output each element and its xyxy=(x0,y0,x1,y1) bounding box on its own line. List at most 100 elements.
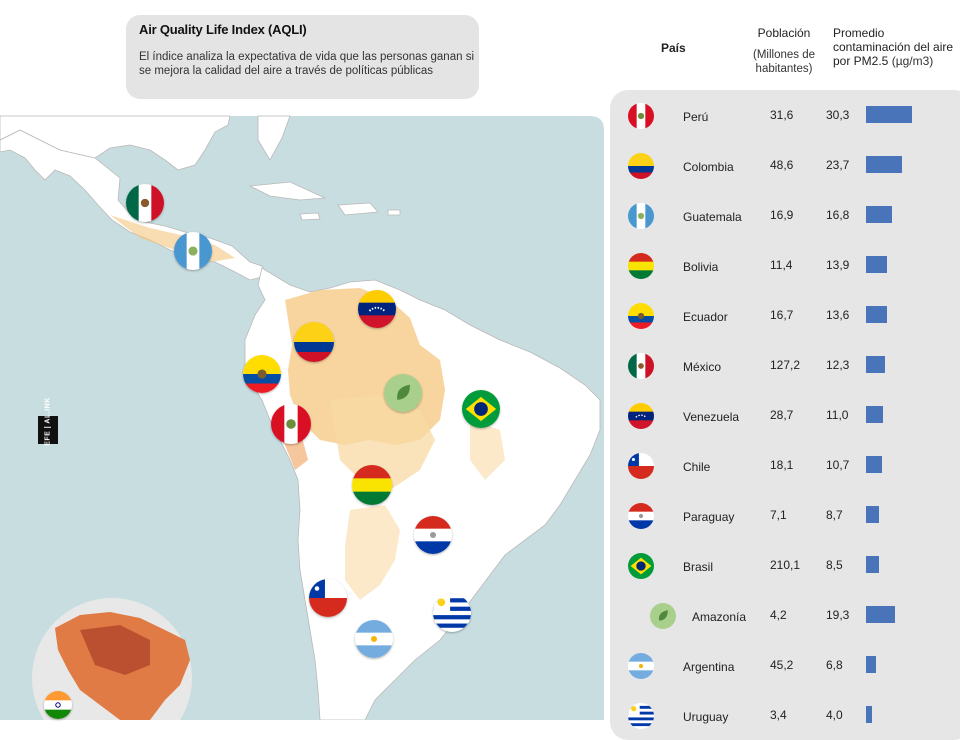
table-row: Brasil 210,1 8,5 xyxy=(610,546,960,586)
table-row: México 127,2 12,3 xyxy=(610,346,960,386)
population-value: 4,2 xyxy=(770,608,787,622)
pm25-value: 8,7 xyxy=(826,508,843,522)
peru-map-flag-icon xyxy=(271,404,311,444)
pm25-bar xyxy=(866,206,892,223)
aqli-info-box: Air Quality Life Index (AQLI) El índice … xyxy=(126,15,479,99)
country-name: Bolivia xyxy=(683,260,719,274)
country-name: Ecuador xyxy=(683,310,728,324)
population-value: 11,4 xyxy=(770,258,793,272)
country-name: Chile xyxy=(683,460,711,474)
pm25-bar xyxy=(866,456,882,473)
venezuela-map-flag-icon xyxy=(358,290,396,328)
bolivia-map-flag-icon xyxy=(352,465,392,505)
guatemala-flag-icon xyxy=(628,203,654,229)
header-population: Población (Millones de habitantes) xyxy=(752,26,816,76)
pollution-center xyxy=(330,395,435,490)
table-row: Uruguay 3,4 4,0 xyxy=(610,696,960,736)
country-name: Paraguay xyxy=(683,510,735,524)
chile-map-flag-icon xyxy=(309,579,347,617)
pm25-value: 12,3 xyxy=(826,358,850,372)
table-row: Ecuador 16,7 13,6 xyxy=(610,296,960,336)
country-name: México xyxy=(683,360,722,374)
pm25-bar xyxy=(866,556,879,573)
pm25-value: 13,6 xyxy=(826,308,850,322)
land-hispaniola xyxy=(337,202,379,216)
header-pm25-title: Promedio contaminación del aire por PM2.… xyxy=(833,26,954,68)
venezuela-flag-icon xyxy=(628,403,654,429)
brasil-map-flag-icon xyxy=(462,390,500,428)
table-row: Amazonía 4,2 19,3 xyxy=(610,596,960,636)
pm25-value: 8,5 xyxy=(826,558,843,572)
ecuador-flag-icon xyxy=(628,303,654,329)
pm25-value: 19,3 xyxy=(826,608,850,622)
pm25-value: 16,8 xyxy=(826,208,850,222)
pm25-value: 10,7 xyxy=(826,458,850,472)
land-cuba xyxy=(248,181,327,201)
pm25-bar xyxy=(866,356,885,373)
pm25-value: 30,3 xyxy=(826,108,850,122)
colombia-map-flag-icon xyxy=(294,322,334,362)
uruguay-map-flag-icon xyxy=(433,594,471,632)
land-puertorico xyxy=(387,209,401,216)
population-value: 16,7 xyxy=(770,308,794,322)
population-value: 210,1 xyxy=(770,558,801,572)
pm25-bar xyxy=(866,656,876,673)
table-row: Argentina 45,2 6,8 xyxy=(610,646,960,686)
pm25-bar xyxy=(866,506,879,523)
amazonia-map-flag-icon xyxy=(384,374,422,412)
logo-text: EFE | AL.INK xyxy=(44,397,52,446)
land-florida xyxy=(257,115,291,161)
table-row: Bolivia 11,4 13,9 xyxy=(610,246,960,286)
pm25-value: 13,9 xyxy=(826,258,850,272)
efe-logo: EFE | AL.INK xyxy=(36,388,60,468)
population-value: 127,2 xyxy=(770,358,801,372)
country-name: Amazonía xyxy=(692,610,747,624)
population-value: 45,2 xyxy=(770,658,794,672)
pollution-east xyxy=(470,420,505,480)
info-description: El índice analiza la expectativa de vida… xyxy=(139,51,474,77)
header-country: País xyxy=(661,41,686,55)
header-pm25: Promedio contaminación del aire por PM2.… xyxy=(833,26,960,68)
pm25-bar xyxy=(866,156,902,173)
country-name: Venezuela xyxy=(683,410,740,424)
india-map-flag-icon xyxy=(44,691,72,719)
country-name: Brasil xyxy=(683,560,714,574)
pm25-value: 4,0 xyxy=(826,708,843,722)
india-hotspot xyxy=(80,625,150,675)
land-usa xyxy=(0,115,231,171)
info-title: Air Quality Life Index (AQLI) xyxy=(139,22,307,37)
peru-flag-icon xyxy=(628,103,654,129)
argentina-flag-icon xyxy=(628,653,654,679)
table-row: Perú 31,6 30,3 xyxy=(610,96,960,136)
population-value: 18,1 xyxy=(770,458,794,472)
pollution-south xyxy=(345,505,400,600)
header-population-sub: (Millones de habitantes) xyxy=(753,49,815,75)
population-value: 31,6 xyxy=(770,108,794,122)
pm25-bar xyxy=(866,706,872,723)
pm25-value: 23,7 xyxy=(826,158,850,172)
pm25-bar xyxy=(866,306,887,323)
country-name: Argentina xyxy=(683,660,735,674)
argentina-map-flag-icon xyxy=(355,620,393,658)
amazonia-flag-icon xyxy=(650,603,676,629)
pm25-value: 6,8 xyxy=(826,658,843,672)
population-value: 7,1 xyxy=(770,508,787,522)
chile-flag-icon xyxy=(628,453,654,479)
efe-logo-mark xyxy=(38,416,58,444)
table-row: Colombia 48,6 23,7 xyxy=(610,146,960,186)
population-value: 16,9 xyxy=(770,208,794,222)
table-row: Paraguay 7,1 8,7 xyxy=(610,496,960,536)
header-pm25-unit: (µg/m3) xyxy=(891,54,934,68)
table-row: Guatemala 16,9 16,8 xyxy=(610,196,960,236)
table-row: Venezuela 28,7 11,0 xyxy=(610,396,960,436)
pm25-bar xyxy=(866,606,895,623)
ecuador-map-flag-icon xyxy=(243,355,281,393)
population-value: 3,4 xyxy=(770,708,787,722)
mexico-flag-icon xyxy=(628,353,654,379)
pm25-value: 11,0 xyxy=(826,408,849,422)
colombia-flag-icon xyxy=(628,153,654,179)
pm25-bar xyxy=(866,256,887,273)
pm25-bar xyxy=(866,406,883,423)
bolivia-flag-icon xyxy=(628,253,654,279)
country-name: Perú xyxy=(683,110,709,124)
